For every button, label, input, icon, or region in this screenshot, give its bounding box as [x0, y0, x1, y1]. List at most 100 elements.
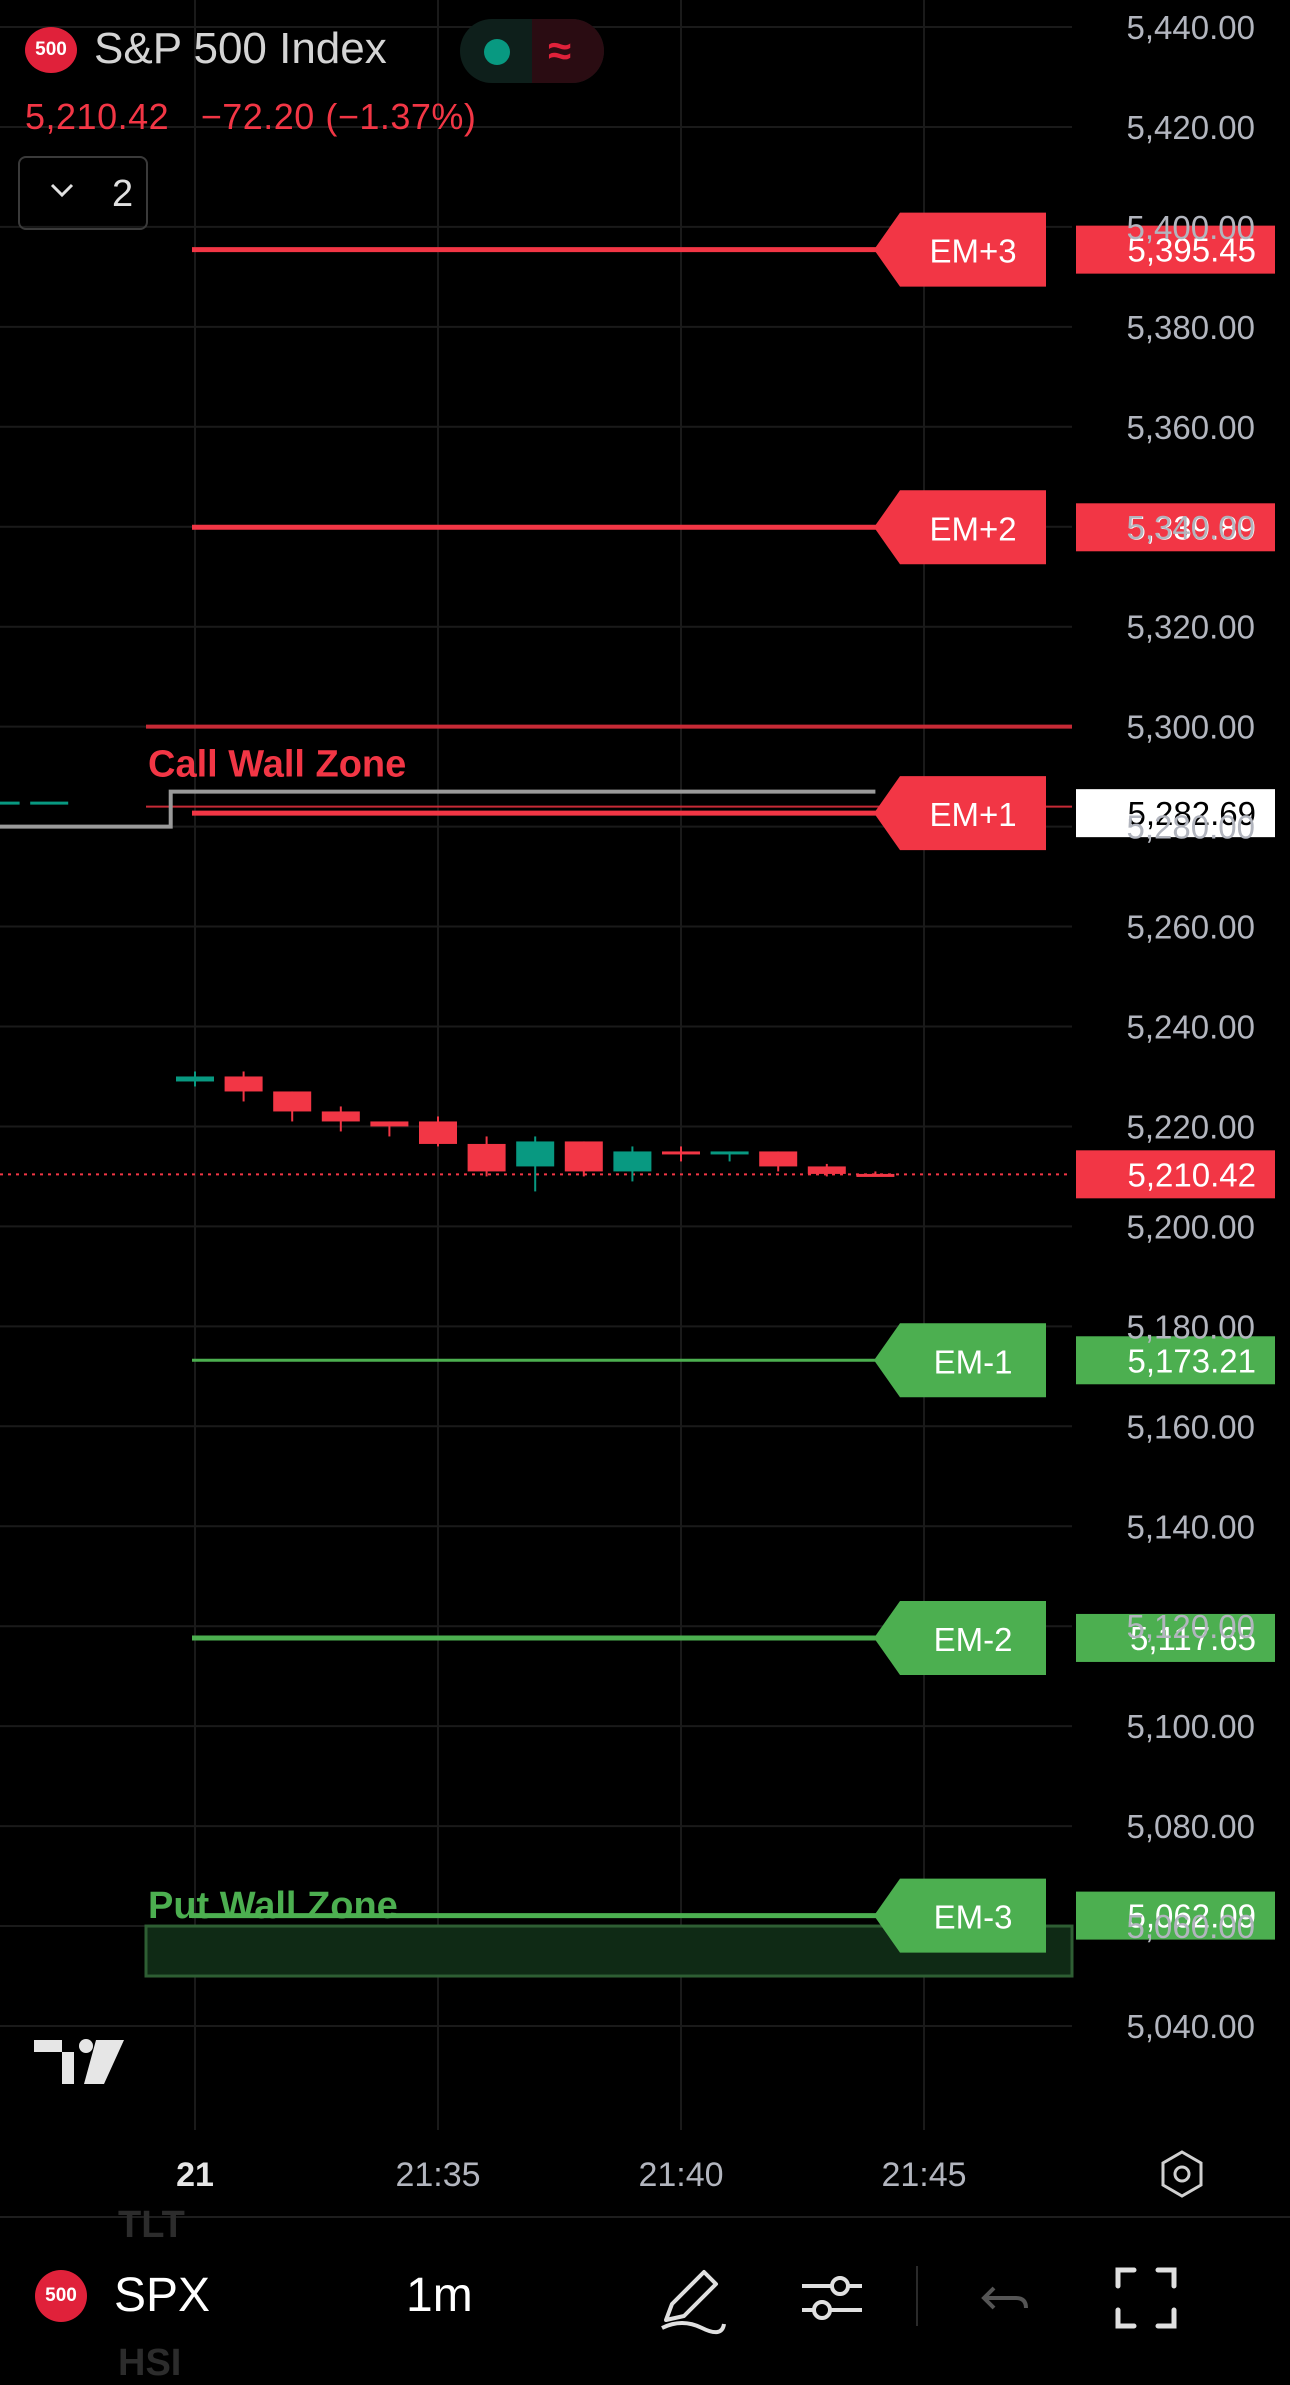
price-change: 5,210.42 −72.20 (−1.37%)	[25, 96, 476, 138]
price-axis-label: 5,395.45	[1128, 232, 1256, 269]
price-tick-label: 5,180.00	[1127, 1308, 1255, 1345]
watermark-text: TLT	[118, 2204, 185, 2246]
bottom-toolbar: TLT HSI 500 SPX 1m	[0, 2204, 1290, 2384]
change-value: −72.20	[200, 96, 315, 137]
level-tag-text: EM-2	[934, 1621, 1013, 1658]
change-percent: (−1.37%)	[325, 96, 477, 137]
price-tick-label: 5,100.00	[1127, 1708, 1255, 1745]
chart-canvas[interactable]: Call Wall Zone Put Wall Zone EM+3 5,395.45…	[0, 0, 1290, 2216]
time-axis: 21 21:35 21:40 21:45	[176, 2156, 966, 2194]
market-status-pill[interactable]: ≈	[460, 19, 604, 83]
candle-body	[273, 1091, 312, 1112]
time-tick-label: 21:35	[395, 2156, 480, 2194]
price-tick-label: 5,120.00	[1127, 1608, 1255, 1645]
candle-body	[176, 1076, 214, 1082]
price-tick-label: 5,040.00	[1127, 2008, 1255, 2045]
candle-body	[419, 1121, 457, 1144]
prev-candle-body	[0, 801, 20, 805]
level-tag-text: EM-1	[934, 1343, 1013, 1380]
candle-body	[807, 1166, 846, 1174]
price-tick-label: 5,300.00	[1127, 709, 1255, 746]
status-dot-icon	[484, 39, 510, 65]
symbol-button[interactable]: SPX	[114, 2269, 211, 2322]
candle-body	[370, 1121, 409, 1127]
level-tag-emminus3	[874, 1878, 1046, 1953]
call-wall-zone-label: Call Wall Zone	[148, 744, 406, 786]
price-axis-label: 5,117.65	[1130, 1620, 1256, 1657]
price-tick-label: 5,320.00	[1127, 609, 1255, 646]
price-tick-label: 5,220.00	[1127, 1108, 1255, 1145]
price-tick-label: 5,400.00	[1127, 209, 1255, 246]
candle-body	[321, 1111, 360, 1122]
price-axis-label: 5,062.09	[1128, 1898, 1256, 1935]
level-tag-text: EM+3	[929, 233, 1016, 270]
level-tag-text: EM+1	[929, 796, 1016, 833]
candle-body	[710, 1151, 749, 1155]
price-tick-label: 5,160.00	[1127, 1408, 1255, 1445]
price-axis-label-box	[1076, 225, 1275, 274]
time-tick-label: 21:45	[881, 2156, 966, 2194]
legend-header: 500 S&P 500 Index ≈ 5,210.42 −72.20 (−1.…	[0, 0, 1070, 240]
watermark-text: HSI	[118, 2342, 182, 2384]
time-tick-label: 21	[176, 2156, 214, 2194]
tradingview-logo-icon[interactable]	[34, 2039, 124, 2084]
candle-body	[759, 1151, 798, 1167]
price-axis-label-box	[1076, 503, 1275, 552]
last-price: 5,210.42	[25, 96, 170, 137]
level-tag-emminus1	[874, 1323, 1046, 1398]
pen-icon[interactable]	[652, 2258, 732, 2338]
time-tick-label: 21:40	[638, 2156, 723, 2194]
price-tick-label: 5,380.00	[1127, 309, 1255, 346]
interval-button[interactable]: 1m	[406, 2269, 473, 2322]
price-axis: 5,440.00 5,420.00 5,400.00 5,380.00 5,360.00…	[1127, 9, 1255, 2045]
price-axis-label-box	[1076, 1891, 1275, 1940]
level-tag-text: EM+2	[929, 510, 1016, 547]
wave-icon: ≈	[548, 27, 572, 74]
price-tick-label: 5,060.00	[1127, 1908, 1255, 1945]
current-price-label: 5,210.42	[1128, 1156, 1256, 1193]
grid	[0, 0, 1072, 2130]
chevron-down-icon	[50, 183, 74, 198]
price-axis-label-box	[1076, 1613, 1275, 1662]
candles	[0, 801, 895, 1192]
price-axis-label: 5,173.21	[1128, 1342, 1256, 1379]
level-tag-emplus1	[874, 776, 1046, 851]
candle-body	[856, 1173, 895, 1177]
level-tag-emplus3	[874, 212, 1046, 287]
price-tick-label: 5,080.00	[1127, 1808, 1255, 1845]
level-tag-emminus2	[874, 1600, 1046, 1675]
toolbar-separator	[916, 2266, 918, 2326]
expected-move-levels: EM+3 5,395.45 EM+2 5,339.89 EM+1 5,282.69 EM-1…	[0, 212, 1275, 1953]
price-tick-label: 5,140.00	[1127, 1508, 1255, 1545]
level-tag-text: EM-3	[934, 1899, 1013, 1936]
price-axis-label-box	[1076, 789, 1275, 838]
fullscreen-icon[interactable]	[1106, 2258, 1186, 2338]
price-tick-label: 5,240.00	[1127, 1009, 1255, 1046]
price-axis-label: 5,339.89	[1128, 509, 1256, 546]
sp500-logo-icon[interactable]: 500	[25, 27, 77, 73]
price-tick-label: 5,200.00	[1127, 1208, 1255, 1245]
candle-body	[564, 1141, 603, 1172]
prev-candle-body	[30, 801, 69, 805]
price-tick-label: 5,360.00	[1127, 409, 1255, 446]
candle-body	[467, 1143, 506, 1172]
indicators-toggle-button[interactable]: 2	[18, 156, 148, 230]
candle-body	[662, 1151, 700, 1155]
price-tick-label: 5,260.00	[1127, 909, 1255, 946]
candle-body	[516, 1141, 555, 1167]
price-tick-label: 5,420.00	[1127, 109, 1255, 146]
price-axis-label: 5,282.69	[1128, 795, 1256, 832]
price-tick-label: 5,340.00	[1127, 509, 1255, 546]
level-tag-emplus2	[874, 490, 1046, 565]
indicator-count: 2	[112, 173, 134, 215]
price-axis-label-box	[1076, 1336, 1275, 1385]
undo-icon[interactable]	[960, 2258, 1040, 2338]
price-tick-label: 5,280.00	[1127, 809, 1255, 846]
price-tick-label: 5,440.00	[1127, 9, 1255, 46]
sliders-icon[interactable]	[792, 2258, 872, 2338]
symbol-logo-icon[interactable]: 500	[35, 2270, 87, 2322]
put-wall-zone-label: Put Wall Zone	[148, 1885, 398, 1927]
settings-hexagon-icon[interactable]	[1161, 2150, 1203, 2198]
candle-body	[613, 1151, 652, 1172]
symbol-title[interactable]: S&P 500 Index	[94, 24, 387, 73]
